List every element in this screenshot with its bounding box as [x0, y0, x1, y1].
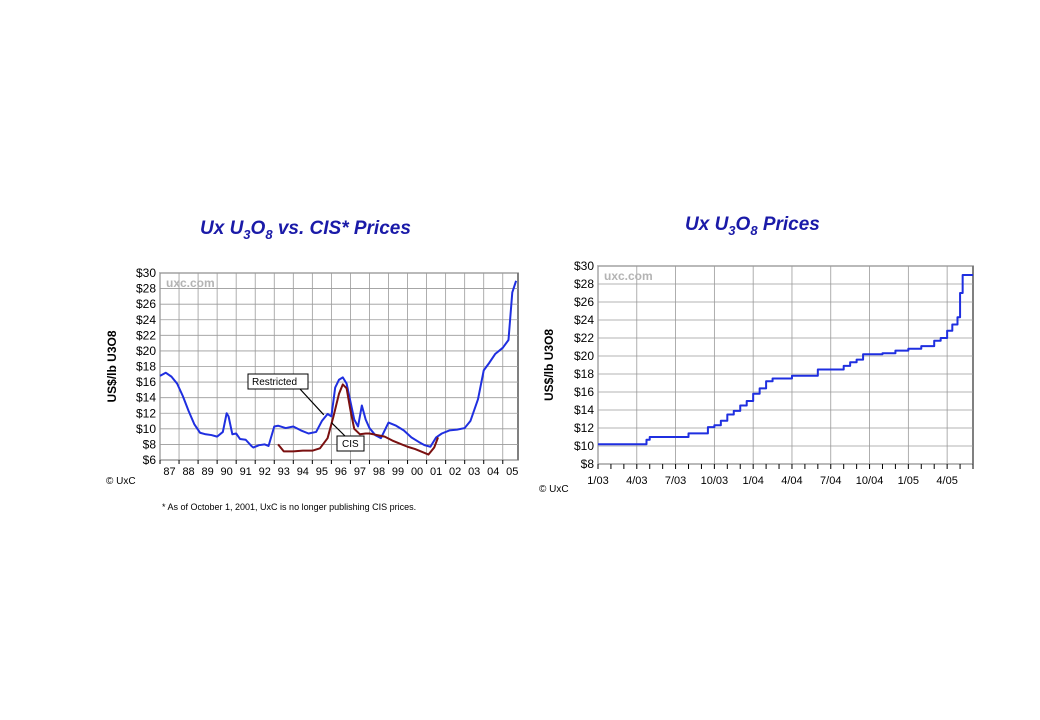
y-tick-label: $30	[574, 259, 594, 273]
watermark-text: uxc.com	[166, 276, 215, 290]
x-tick-label: 7/03	[665, 475, 686, 487]
y-tick-label: $28	[574, 277, 594, 291]
y-tick-label: $24	[574, 313, 594, 327]
x-tick-label: 1/03	[587, 475, 608, 487]
annotation-cis-box	[336, 435, 365, 452]
y-tick-label: $20	[136, 344, 156, 358]
y-tick-label: $16	[574, 385, 594, 399]
x-tick-label: 4/03	[626, 475, 647, 487]
copyright-credit-right: © UxC	[539, 484, 569, 495]
x-tick-label: 97	[354, 466, 366, 478]
x-tick-label: 91	[240, 466, 252, 478]
x-tick-label: 95	[316, 466, 328, 478]
x-tick-label: 93	[278, 466, 290, 478]
x-tick-label: 02	[449, 466, 461, 478]
x-tick-label: 94	[297, 466, 309, 478]
y-tick-label: $28	[136, 282, 156, 296]
x-tick-label: 99	[392, 466, 404, 478]
y-axis-label: US$/lb U3O8	[542, 329, 556, 401]
y-tick-label: $22	[136, 328, 156, 342]
x-tick-label: 96	[335, 466, 347, 478]
chart-left-svg: $6 $8$10 $12$14 $16$18 $20 $22$24 $26$28 $30 87 8…	[105, 266, 519, 478]
title-part: O	[735, 214, 751, 235]
plot-area	[597, 265, 974, 465]
y-tick-label: $26	[574, 295, 594, 309]
x-tick-label: 1/04	[742, 475, 763, 487]
y-tick-label: $10	[136, 422, 156, 436]
x-tick-label: 92	[259, 466, 271, 478]
annotation-restricted-box	[247, 373, 309, 390]
y-tick-label: $10	[574, 439, 594, 453]
chart-right-svg: $8 $10 $12 $14 $16 $18 $20 $22 $24 $26 $28 $30 1/03 4…	[542, 259, 974, 487]
y-tick-label: $6	[143, 453, 157, 467]
x-tick-label: 10/04	[856, 475, 884, 487]
y-tick-label: $24	[136, 313, 156, 327]
y-axis-label: US$/lb U3O8	[105, 330, 119, 402]
x-tick-label: 87	[163, 466, 175, 478]
y-tick-label: $12	[574, 421, 594, 435]
title-subscript: 3	[243, 226, 251, 242]
chart-panel-right: Ux U3O8 Prices $8 $10 $12 $14 $16 $18 $20 $22 $2…	[535, 210, 980, 500]
title-part: Ux U	[685, 214, 729, 235]
title-subscript: 8	[750, 222, 758, 238]
y-tick-label: $16	[136, 375, 156, 389]
y-tick-label: $14	[574, 403, 594, 417]
title-part: O	[250, 218, 266, 239]
y-tick-label: $18	[136, 360, 156, 374]
x-tick-label: 00	[411, 466, 423, 478]
x-tick-label: 4/04	[781, 475, 802, 487]
watermark-text: uxc.com	[604, 269, 653, 283]
x-tick-label: 88	[182, 466, 194, 478]
x-tick-label: 01	[430, 466, 442, 478]
footnote-cis: * As of October 1, 2001, UxC is no longe…	[162, 502, 417, 512]
x-tick-label: 89	[201, 466, 213, 478]
x-tick-label: 04	[487, 466, 499, 478]
chart-panel-left: Ux U3O8 vs. CIS* Prices $6 $8 $10 $12 $14 $16…	[100, 218, 530, 518]
copyright-credit-left: © UxC	[106, 476, 136, 487]
x-tick-label: 98	[373, 466, 385, 478]
y-tick-label: $30	[136, 266, 156, 280]
chart-title-right: Ux U3O8 Prices	[685, 214, 820, 238]
x-tick-label: 05	[506, 466, 518, 478]
y-tick-label: $18	[574, 367, 594, 381]
x-tick-label: 7/04	[820, 475, 841, 487]
series-line-restricted	[159, 280, 518, 449]
title-subscript: 8	[265, 226, 273, 242]
x-tick-label: 1/05	[898, 475, 919, 487]
x-tick-label: 90	[221, 466, 233, 478]
title-part: Prices	[757, 214, 820, 235]
title-part: vs. CIS* Prices	[272, 218, 411, 239]
annotation-arrow	[330, 422, 346, 437]
y-tick-label: $8	[143, 437, 157, 451]
series-line-cis	[277, 383, 439, 456]
y-tick-label: $8	[581, 457, 595, 471]
annotation-restricted-label: Restricted	[252, 377, 297, 388]
annotation-cis-label: CIS	[342, 439, 359, 450]
series-line-ux-u3o8	[598, 274, 973, 446]
x-tick-label: 10/03	[701, 475, 729, 487]
y-tick-label: $20	[574, 349, 594, 363]
title-part: Ux U	[200, 218, 244, 239]
y-tick-label: $12	[136, 406, 156, 420]
y-tick-label: $22	[574, 331, 594, 345]
title-subscript: 3	[728, 222, 736, 238]
y-tick-label: $14	[136, 391, 156, 405]
annotation-arrow	[299, 388, 325, 416]
y-tick-label: $26	[136, 297, 156, 311]
x-tick-label: 4/05	[936, 475, 957, 487]
chart-title-left: Ux U3O8 vs. CIS* Prices	[200, 218, 411, 242]
x-tick-label: 03	[468, 466, 480, 478]
